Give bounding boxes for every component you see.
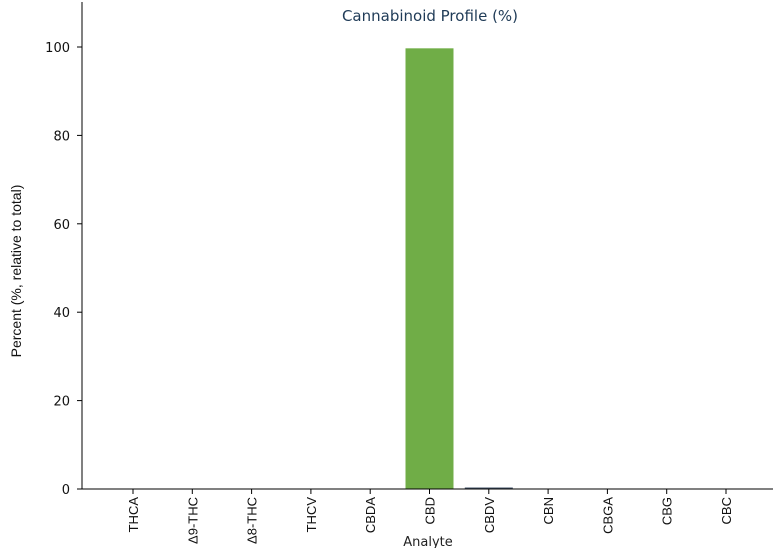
y-tick-label: 0 [62, 483, 70, 498]
y-tick-label: 20 [53, 395, 70, 410]
x-ticks-group: THCA Δ9-THC Δ8-THC THCV CBDA CBD CBDV CBN CBGA CB… [126, 489, 734, 544]
y-tick-label: 60 [53, 218, 70, 233]
x-tick-label: CBGA [600, 497, 615, 534]
bar-CBDV [464, 487, 513, 489]
y-ticks-group: 0 20 40 60 80 100 [45, 41, 82, 498]
bar-CBD [405, 48, 454, 490]
x-tick-label: CBC [719, 497, 734, 524]
x-tick-label: CBG [660, 497, 675, 525]
x-tick-label: Δ8-THC [245, 497, 260, 544]
x-tick-label: CBDA [363, 497, 378, 533]
x-tick-label: Δ9-THC [185, 497, 200, 544]
y-tick-label: 40 [53, 306, 70, 321]
bars-group [405, 48, 513, 490]
y-axis-label: Percent (%, relative to total) [8, 185, 24, 358]
x-tick-label: CBN [541, 497, 556, 524]
x-axis-label: Analyte [403, 535, 453, 548]
chart-title: Cannabinoid Profile (%) [342, 7, 518, 25]
x-tick-label: CBD [423, 497, 438, 524]
x-tick-label: THCV [304, 497, 319, 533]
x-tick-label: THCA [126, 497, 141, 533]
y-tick-label: 100 [45, 41, 70, 56]
x-tick-label: CBDV [482, 497, 497, 533]
y-tick-label: 80 [53, 129, 70, 144]
